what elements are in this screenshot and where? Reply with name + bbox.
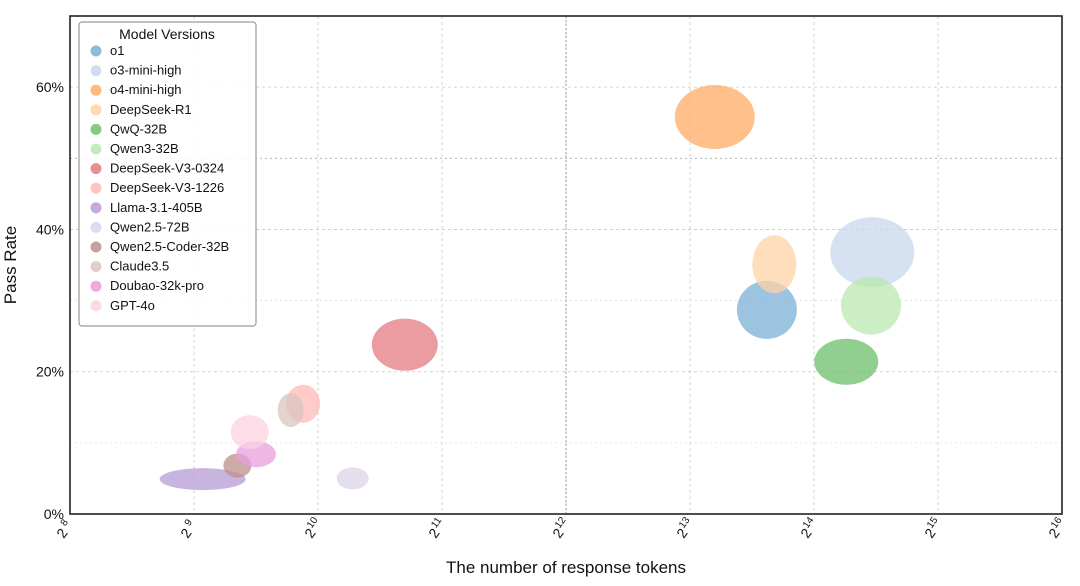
x-tick-label: 216 — [1045, 515, 1065, 541]
x-tick-label: 213 — [673, 515, 693, 541]
bubble-deepseek-v3-0324 — [371, 318, 438, 371]
legend-entry: DeepSeek-V3-0324 — [110, 161, 224, 176]
bubble-qwq-32b — [814, 338, 879, 385]
legend-marker — [90, 45, 102, 57]
legend-entry: o3-mini-high — [110, 63, 182, 78]
bubble-o1 — [736, 280, 797, 339]
legend-entry: Doubao-32k-pro — [110, 278, 204, 293]
legend-marker — [90, 280, 102, 292]
x-tick-label: 29 — [177, 517, 195, 541]
legend-marker — [90, 163, 102, 175]
y-axis-label: Pass Rate — [1, 226, 20, 304]
x-tick-label: 214 — [797, 515, 817, 541]
bubble-o4-mini-high — [674, 85, 755, 150]
legend-marker — [90, 221, 102, 233]
legend-marker — [90, 261, 102, 273]
legend-entry: Claude3.5 — [110, 259, 169, 274]
legend-box — [78, 21, 257, 327]
legend: Model Versions o1 o3-mini-high o4-mini-hig… — [78, 21, 257, 327]
plot-frame — [69, 15, 1063, 515]
x-tick-label: 210 — [301, 515, 321, 541]
bubble-llama-3-1-405b — [159, 468, 246, 491]
legend-entry: GPT-4o — [110, 298, 155, 313]
bubble-qwen3-32b — [841, 276, 902, 335]
legend-entry: Qwen2.5-Coder-32B — [110, 239, 229, 254]
x-tick-label: 215 — [921, 515, 941, 541]
y-axis-ticks: 0% 20% 40% 60% — [36, 79, 64, 522]
legend-entry: Qwen2.5-72B — [110, 219, 190, 234]
legend-marker — [90, 65, 102, 77]
bubble-o3-mini-high — [830, 217, 915, 288]
y-tick-label: 60% — [36, 79, 64, 95]
bubble-claude3-5 — [277, 393, 304, 428]
x-tick-label: 212 — [549, 515, 569, 541]
legend-marker — [90, 143, 102, 155]
legend-entry: DeepSeek-R1 — [110, 102, 192, 117]
y-tick-label: 20% — [36, 364, 64, 380]
bubble-gpt-4o — [230, 415, 269, 450]
legend-title: Model Versions — [119, 26, 215, 42]
x-axis-label: The number of response tokens — [446, 558, 686, 577]
legend-marker — [90, 241, 102, 253]
x-tick-label: 211 — [425, 515, 444, 541]
y-tick-label: 0% — [44, 506, 64, 522]
bubble-qwen2-5-72b — [336, 467, 369, 490]
bubbles — [159, 85, 915, 491]
y-tick-label: 40% — [36, 221, 64, 237]
legend-entry: Llama-3.1-405B — [110, 200, 203, 215]
x-tick-exp: 9 — [183, 517, 195, 528]
legend-marker — [90, 300, 102, 312]
legend-marker — [90, 104, 102, 116]
legend-entry: QwQ-32B — [110, 121, 167, 136]
legend-marker — [90, 202, 102, 214]
x-tick-exp: 8 — [59, 517, 71, 528]
legend-entry: o4-mini-high — [110, 82, 182, 97]
legend-marker — [90, 123, 102, 135]
legend-entry: DeepSeek-V3-1226 — [110, 180, 224, 195]
bubble-deepseek-r1 — [752, 235, 797, 294]
legend-entry: o1 — [110, 43, 124, 58]
legend-entry: Qwen3-32B — [110, 141, 179, 156]
legend-marker — [90, 182, 102, 194]
legend-marker — [90, 84, 102, 96]
